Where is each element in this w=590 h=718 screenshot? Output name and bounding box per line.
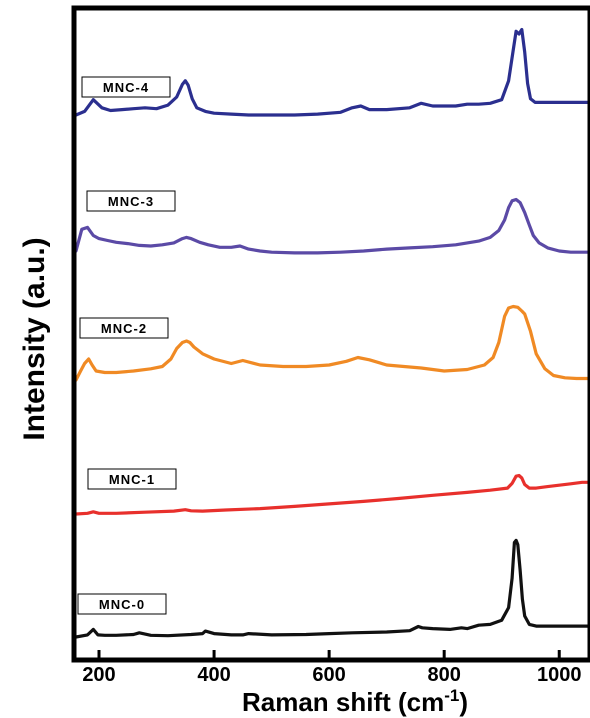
series-label-text: MNC-1 xyxy=(109,472,155,487)
x-tick-label: 400 xyxy=(197,664,230,686)
series-label-box xyxy=(87,468,177,490)
series-label-mnc-1: MNC-1 xyxy=(87,468,177,490)
x-tick-label: 600 xyxy=(312,664,345,686)
series-label-text: MNC-2 xyxy=(101,321,147,336)
series-label-box xyxy=(77,593,167,615)
series-label-mnc-0: MNC-0 xyxy=(77,593,167,615)
series-label-mnc-4: MNC-4 xyxy=(81,76,171,98)
series-label-text: MNC-0 xyxy=(99,597,145,612)
x-axis-label: Raman shift (cm-1) xyxy=(242,686,468,717)
series-label-text: MNC-3 xyxy=(108,194,154,209)
series-label-box xyxy=(86,190,176,212)
series-label-mnc-2: MNC-2 xyxy=(79,317,169,339)
x-axis-label-main: Raman shift (cm xyxy=(242,687,444,717)
y-axis-label: Intensity (a.u.) xyxy=(18,237,51,440)
series-line-mnc-4 xyxy=(74,27,590,117)
x-axis-label-close: ) xyxy=(459,687,468,717)
x-tick-label: 1000 xyxy=(537,664,582,686)
plot-frame xyxy=(71,5,590,663)
x-tick-label: 800 xyxy=(427,664,460,686)
series-label-box xyxy=(79,317,169,339)
plot-area: MNC-4 MNC-3 MNC-2 MNC-1 MNC-0 xyxy=(74,27,590,639)
series-line-mnc-2 xyxy=(74,304,590,382)
x-axis-label-superscript: -1 xyxy=(444,686,459,705)
series-line-mnc-0 xyxy=(74,538,590,639)
series-label-mnc-3: MNC-3 xyxy=(86,190,176,212)
series-label-box xyxy=(81,76,171,98)
series-line-mnc-1 xyxy=(74,473,590,516)
x-tick-label: 200 xyxy=(82,664,115,686)
x-axis-ticks: 200 400 600 800 1000 xyxy=(82,650,581,686)
series-line-mnc-3 xyxy=(74,197,590,255)
series-label-text: MNC-4 xyxy=(103,80,149,95)
